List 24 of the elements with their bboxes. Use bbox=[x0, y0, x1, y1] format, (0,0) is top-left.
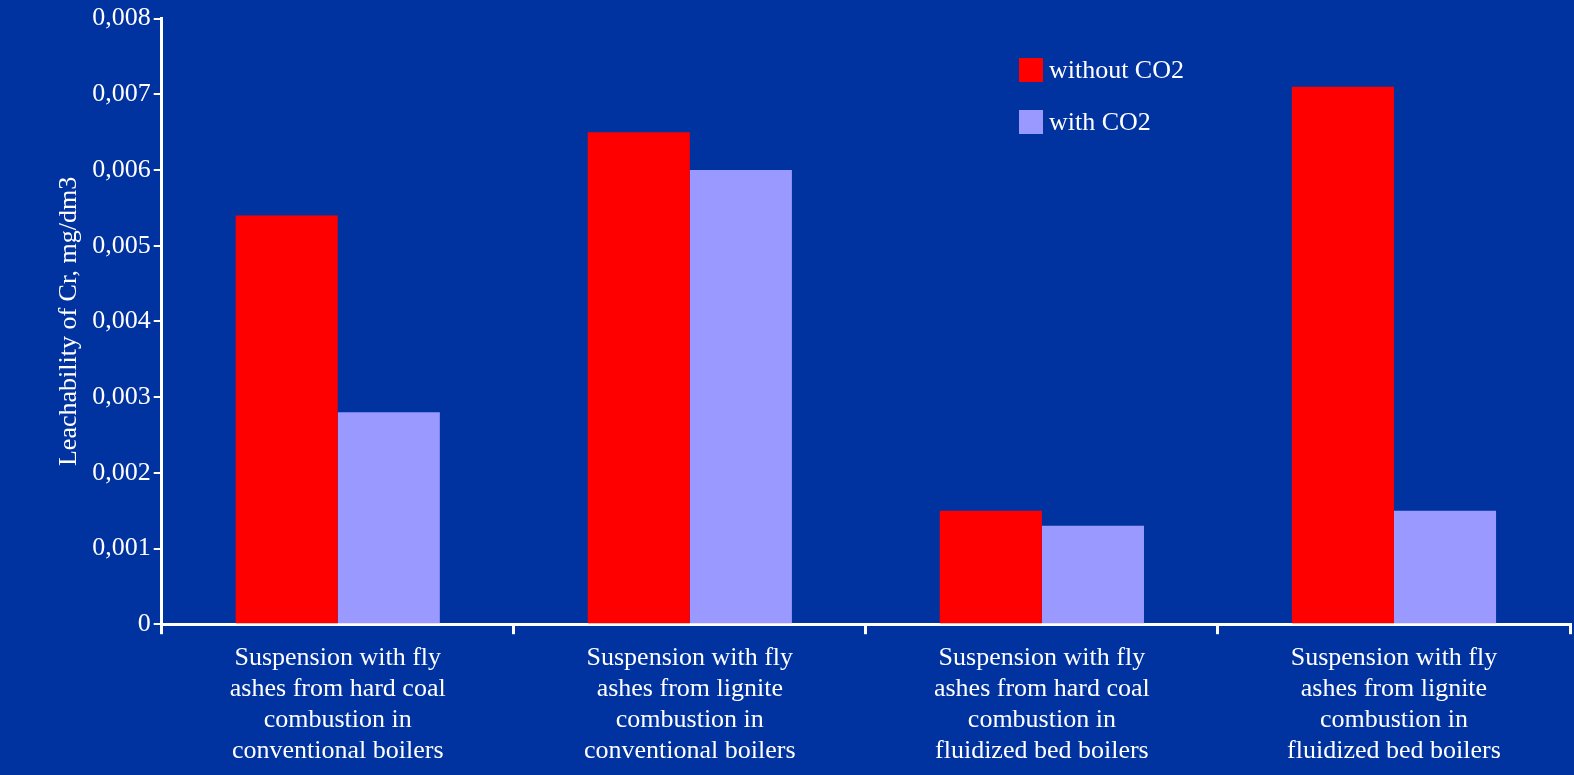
y-tick-label: 0,005 bbox=[92, 229, 151, 259]
bar bbox=[337, 412, 440, 624]
y-tick-label: 0,006 bbox=[92, 153, 151, 183]
bar bbox=[689, 170, 792, 624]
y-tick-label: 0,004 bbox=[92, 305, 151, 335]
y-axis-title: Leachability of Cr, mg/dm3 bbox=[53, 176, 83, 467]
y-tick-label: 0,003 bbox=[92, 380, 151, 410]
y-tick-label: 0,007 bbox=[92, 78, 151, 108]
bar bbox=[939, 510, 1042, 624]
x-tick-label: Suspension with fly ashes from lignite combustion in conventional boilers bbox=[584, 641, 796, 765]
y-tick-label: 0 bbox=[137, 608, 151, 638]
bar bbox=[1291, 86, 1394, 624]
x-tick-label: Suspension with fly ashes from lignite combustion in fluidized bed boilers bbox=[1287, 641, 1501, 765]
legend-label: without CO2 bbox=[1048, 55, 1184, 85]
bar bbox=[587, 132, 690, 624]
bar bbox=[1393, 510, 1497, 624]
x-tick-label: Suspension with fly ashes from hard coal combustion in conventional boilers bbox=[229, 641, 446, 765]
y-tick-label: 0,008 bbox=[92, 2, 151, 32]
legend-label: with CO2 bbox=[1048, 107, 1151, 137]
x-tick-label: Suspension with fly ashes from hard coal combustion in fluidized bed boilers bbox=[933, 641, 1150, 765]
bar bbox=[1041, 525, 1144, 624]
y-tick-label: 0,001 bbox=[92, 532, 151, 562]
bar bbox=[235, 215, 338, 624]
y-tick-label: 0,002 bbox=[92, 456, 151, 486]
